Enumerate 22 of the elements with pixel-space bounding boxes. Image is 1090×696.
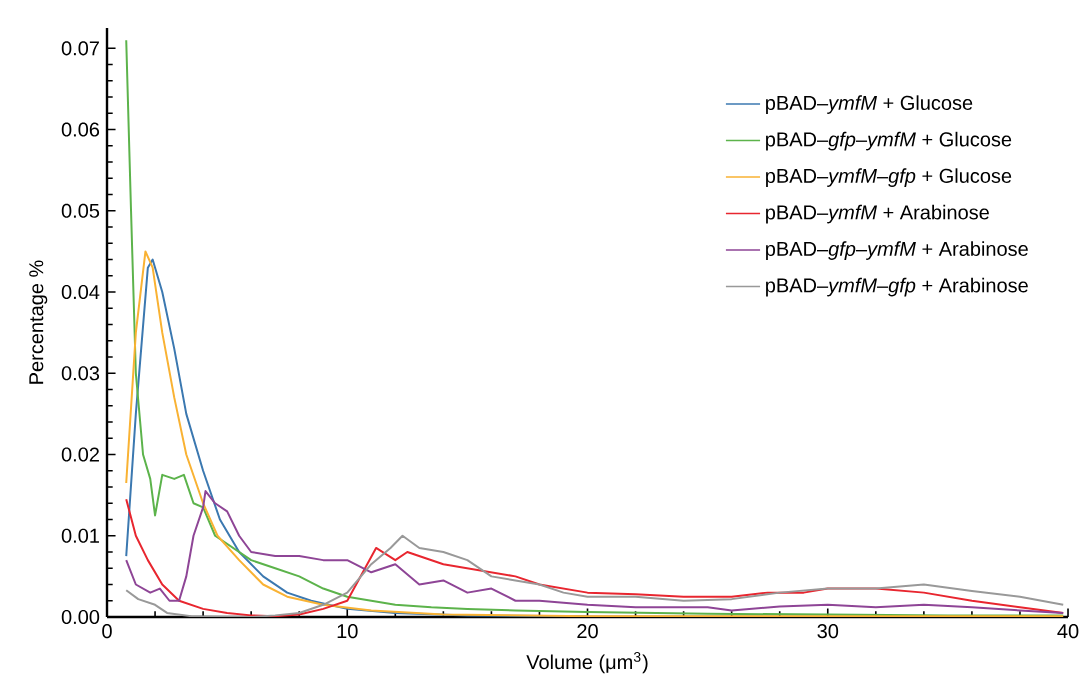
- x-tick-label: 40: [1057, 624, 1079, 639]
- legend-label: pBAD–ymfM–gfp + Glucose: [766, 168, 1012, 187]
- x-tick-label: 0: [102, 624, 112, 639]
- legend-label: pBAD–gfp–ymfM + Glucose: [766, 131, 1012, 151]
- legend-label: pBAD–ymfM + Glucose: [766, 95, 973, 114]
- y-tick-label: 0.04: [61, 284, 100, 300]
- line-series: [125, 534, 1065, 617]
- y-tick-label: 0.03: [61, 366, 100, 381]
- y-tick-label: 0.05: [61, 203, 100, 218]
- legend-label: pBAD–ymfM–gfp + Arabinose: [766, 277, 1028, 297]
- legend-label: pBAD–gfp–ymfM + Arabinose: [766, 241, 1028, 260]
- y-tick-label: 0.01: [61, 528, 99, 543]
- y-tick-label: 0.06: [61, 122, 100, 137]
- y-axis-title: Percentage %: [29, 260, 48, 384]
- x-axis-title: Volume (μm$^{3}$): [526, 651, 648, 674]
- y-tick-label: 0.07: [61, 41, 99, 56]
- x-tick-label: 20: [577, 624, 598, 639]
- y-tick-label: 0.00: [61, 609, 100, 625]
- x-tick-label: 10: [337, 624, 358, 639]
- legend-label: pBAD–ymfM + Arabinose: [766, 204, 989, 224]
- x-tick-label: 30: [817, 624, 839, 639]
- y-tick-label: 0.02: [61, 447, 99, 462]
